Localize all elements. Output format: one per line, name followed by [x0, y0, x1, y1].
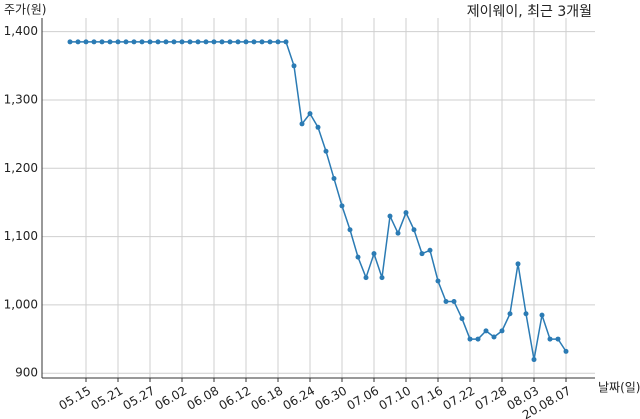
x-tick-label: 07.16: [408, 384, 445, 413]
point: [419, 251, 425, 257]
point: [563, 348, 569, 354]
point: [275, 39, 281, 45]
x-tick-label: 06.08: [184, 384, 221, 413]
point: [163, 39, 169, 45]
point: [363, 275, 369, 281]
x-tick-label: 06.18: [248, 384, 285, 413]
point: [235, 39, 241, 45]
point: [211, 39, 217, 45]
point: [155, 39, 161, 45]
point: [227, 39, 233, 45]
point: [131, 39, 137, 45]
point: [387, 213, 393, 219]
chart-title: 제이웨이, 최근 3개월: [467, 4, 592, 20]
point: [115, 39, 121, 45]
point: [219, 39, 225, 45]
y-axis-label: 주가(원): [4, 3, 46, 17]
point: [467, 336, 473, 342]
point: [123, 39, 129, 45]
line: [70, 41, 567, 360]
point: [251, 39, 257, 45]
point: [299, 121, 305, 127]
point: [99, 39, 105, 45]
point: [179, 39, 185, 45]
point: [475, 336, 481, 342]
point: [499, 328, 505, 334]
point: [483, 328, 489, 334]
x-tick-label: 06.24: [280, 384, 317, 413]
point: [283, 39, 289, 45]
point: [515, 261, 521, 267]
point: [379, 275, 385, 281]
point: [355, 254, 361, 260]
point: [243, 39, 249, 45]
x-axis-label: 날짜(일): [598, 381, 640, 395]
point: [187, 39, 193, 45]
point: [259, 39, 265, 45]
point: [531, 357, 537, 363]
point: [83, 39, 89, 45]
point: [315, 124, 321, 130]
x-tick-label: 06.30: [312, 384, 349, 413]
y-tick-label: 1,300: [4, 92, 38, 106]
point: [107, 39, 113, 45]
point: [75, 39, 81, 45]
point: [307, 111, 313, 117]
point: [523, 311, 529, 317]
x-tick-label: 05.27: [120, 384, 157, 413]
point: [451, 298, 457, 304]
point: [139, 39, 145, 45]
point: [147, 39, 153, 45]
point: [443, 298, 449, 304]
point: [203, 39, 209, 45]
x-tick-label: 07.28: [472, 384, 509, 413]
point: [539, 312, 545, 318]
y-tick-label: 1,100: [4, 229, 38, 243]
point: [395, 230, 401, 236]
point: [339, 203, 345, 209]
point: [323, 148, 329, 154]
y-tick-label: 900: [15, 366, 38, 380]
point: [403, 210, 409, 216]
point: [91, 39, 97, 45]
point: [459, 316, 465, 322]
x-tick-label: 06.12: [216, 384, 253, 413]
point: [411, 227, 417, 233]
point: [507, 311, 513, 317]
x-tick-label: 07.10: [376, 384, 413, 413]
point: [547, 336, 553, 342]
y-tick-label: 1,000: [4, 297, 38, 311]
x-tick-label: 07.22: [440, 384, 477, 413]
point: [427, 247, 433, 253]
y-tick-label: 1,200: [4, 161, 38, 175]
x-tick-label: 05.15: [56, 384, 93, 413]
point: [267, 39, 273, 45]
point: [555, 336, 561, 342]
x-tick-label: 07.06: [344, 384, 381, 413]
y-tick-label: 1,400: [4, 24, 38, 38]
x-tick-label: 05.21: [88, 384, 125, 413]
point: [195, 39, 201, 45]
point: [371, 251, 377, 257]
x-tick-label: 06.02: [152, 384, 189, 413]
point: [171, 39, 177, 45]
point: [491, 334, 497, 340]
point: [331, 176, 337, 182]
point: [435, 278, 441, 284]
point: [67, 39, 73, 45]
point: [291, 63, 297, 69]
point: [347, 227, 353, 233]
